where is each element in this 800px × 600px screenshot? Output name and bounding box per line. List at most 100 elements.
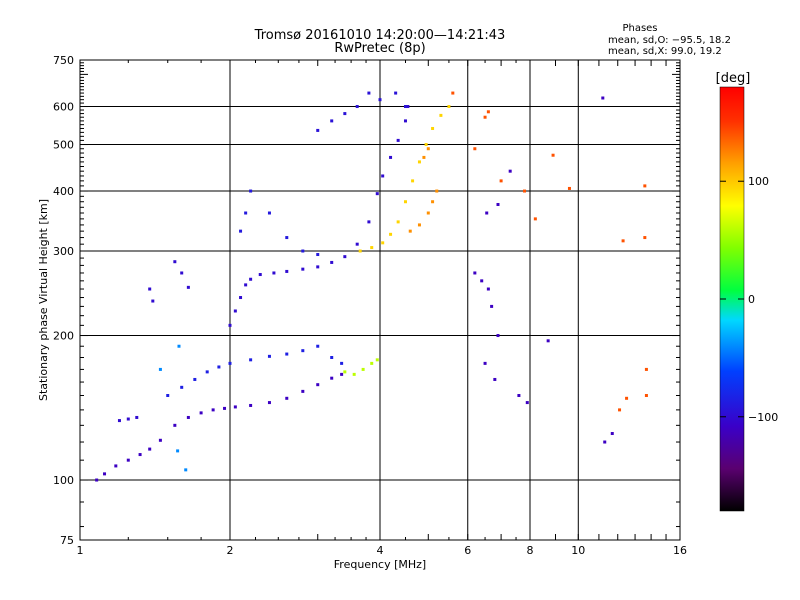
- data-point: [473, 271, 477, 275]
- data-points: [95, 91, 648, 482]
- x-tick-label: 1: [77, 544, 84, 557]
- data-point: [330, 260, 334, 264]
- data-point: [424, 143, 428, 147]
- data-point: [508, 169, 512, 173]
- data-point: [451, 91, 455, 95]
- colorbar-ticks: 100 0 −100: [720, 175, 778, 424]
- data-point: [135, 415, 139, 419]
- data-point: [267, 354, 271, 358]
- data-point: [389, 155, 393, 159]
- data-point: [180, 385, 184, 389]
- y-tick-label: 200: [53, 330, 74, 343]
- data-point: [95, 478, 99, 482]
- data-point: [352, 372, 356, 376]
- data-point: [621, 239, 625, 243]
- data-point: [301, 349, 305, 353]
- grid: [80, 60, 680, 540]
- y-tick-label: 500: [53, 139, 74, 152]
- x-axis-title: Frequency [MHz]: [334, 558, 426, 571]
- data-point: [355, 242, 359, 246]
- data-point: [567, 186, 571, 190]
- data-point: [643, 184, 647, 188]
- data-point: [285, 269, 289, 273]
- data-point: [285, 352, 289, 356]
- data-point: [426, 147, 430, 151]
- colorbar-label: [deg]: [716, 71, 751, 86]
- data-point: [158, 367, 162, 371]
- data-point: [316, 344, 320, 348]
- data-point: [381, 174, 385, 178]
- data-point: [340, 372, 344, 376]
- data-point: [375, 358, 379, 362]
- y-tick-label: 750: [53, 54, 74, 67]
- y-axis-title: Stationary phase Virtual Height [km]: [37, 199, 50, 401]
- y-tick-label: 75: [60, 534, 74, 547]
- data-point: [233, 405, 237, 409]
- data-point: [244, 283, 248, 287]
- data-point: [330, 355, 334, 359]
- axis-ticks: [79, 60, 681, 540]
- y-tick-label: 100: [53, 474, 74, 487]
- data-point: [496, 202, 500, 206]
- data-point: [258, 273, 262, 277]
- data-point: [551, 153, 555, 157]
- data-point: [285, 396, 289, 400]
- data-point: [431, 200, 435, 204]
- data-point: [166, 394, 170, 398]
- data-point: [316, 383, 320, 387]
- chart-title-line1: Tromsø 20161010 14:20:00—14:21:43: [254, 28, 506, 43]
- data-point: [396, 138, 400, 142]
- data-point: [316, 265, 320, 269]
- plot-area: 1 2 4 6 8 10 16 75 100 200 300 400 500 600 750: [53, 54, 687, 557]
- data-point: [473, 147, 477, 151]
- data-point: [158, 438, 162, 442]
- data-point: [249, 189, 253, 193]
- data-point: [394, 91, 398, 95]
- data-point: [378, 98, 382, 102]
- data-point: [490, 304, 494, 308]
- data-point: [435, 189, 439, 193]
- data-point: [340, 361, 344, 365]
- data-point: [184, 468, 188, 472]
- data-point: [177, 344, 181, 348]
- data-point: [546, 339, 550, 343]
- y-tick-label: 300: [53, 245, 74, 258]
- data-point: [301, 389, 305, 393]
- data-point: [211, 408, 215, 412]
- data-point: [603, 440, 607, 444]
- data-point: [408, 229, 412, 233]
- colorbar: [deg] 100 0 −100: [716, 71, 778, 512]
- data-point: [533, 217, 537, 221]
- data-point: [381, 241, 385, 245]
- data-point: [301, 249, 305, 253]
- data-point: [126, 417, 130, 421]
- data-point: [233, 309, 237, 313]
- stats-line-o: mean, sd,O: −95.5, 18.2: [608, 35, 731, 46]
- data-point: [375, 192, 379, 196]
- data-point: [643, 236, 647, 240]
- data-point: [493, 377, 497, 381]
- data-point: [499, 179, 503, 183]
- data-point: [180, 271, 184, 275]
- x-tick-label: 2: [227, 544, 234, 557]
- x-tick-label: 4: [377, 544, 384, 557]
- data-point: [330, 376, 334, 380]
- data-point: [249, 358, 253, 362]
- data-point: [117, 419, 121, 423]
- x-tick-label: 8: [527, 544, 534, 557]
- colorbar-tick-label: −100: [748, 411, 778, 424]
- data-point: [186, 415, 190, 419]
- data-point: [610, 432, 614, 436]
- data-point: [447, 105, 451, 109]
- data-point: [403, 119, 407, 123]
- data-point: [361, 367, 365, 371]
- data-point: [148, 287, 152, 291]
- data-point: [403, 200, 407, 204]
- data-point: [431, 126, 435, 130]
- data-point: [343, 112, 347, 116]
- data-point: [483, 115, 487, 119]
- data-point: [186, 285, 190, 289]
- data-point: [370, 361, 374, 365]
- y-tick-label: 600: [53, 101, 74, 114]
- data-point: [486, 287, 490, 291]
